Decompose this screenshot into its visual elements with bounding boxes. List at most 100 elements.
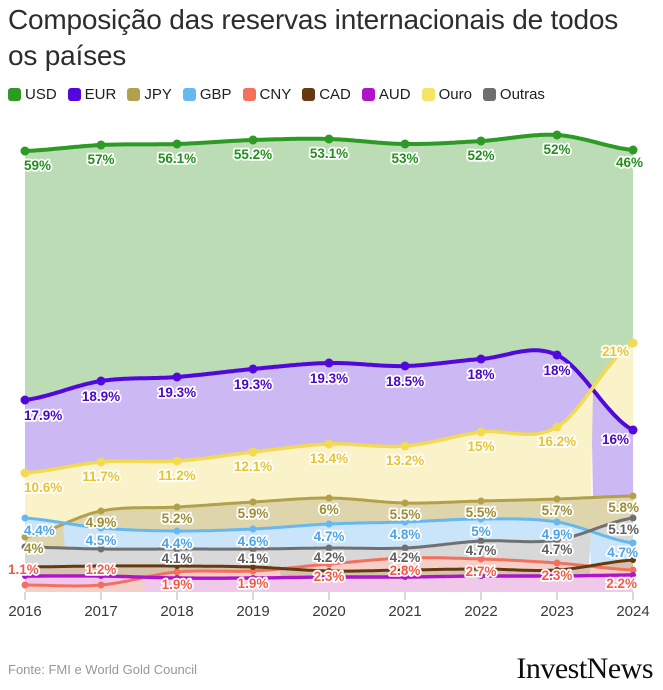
x-axis-label-2020: 2020 xyxy=(312,603,345,620)
value-label-cny-2022: 2.7% xyxy=(466,564,497,579)
point-jpy-2016 xyxy=(21,533,29,541)
point-jpy-2024 xyxy=(629,492,637,500)
point-gbp-2018 xyxy=(173,527,181,535)
point-outras-2022 xyxy=(477,537,485,545)
value-label-outras-2019: 4.1% xyxy=(238,551,269,566)
value-label-gbp-2023: 4.9% xyxy=(542,527,573,542)
value-label-usd-2022: 52% xyxy=(467,148,494,163)
value-label-usd-2020: 53.1% xyxy=(310,146,348,161)
legend-swatch-eur xyxy=(67,88,81,101)
value-label-jpy-2016: 4% xyxy=(24,541,44,556)
value-label-eur-2016: 17.9% xyxy=(24,408,62,423)
legend-item-aud: AUD xyxy=(361,86,411,103)
point-eur-2021 xyxy=(400,361,410,371)
value-label-gbp-2019: 4.6% xyxy=(238,534,269,549)
x-axis-label-2023: 2023 xyxy=(540,603,573,620)
point-outras-2024 xyxy=(629,514,637,522)
value-label-ouro-2018: 11.2% xyxy=(158,468,196,483)
point-gbp-2016 xyxy=(21,514,29,522)
x-axis-label-2017: 2017 xyxy=(84,603,117,620)
point-aud-2022 xyxy=(478,573,484,579)
value-label-usd-2019: 55.2% xyxy=(234,147,272,162)
point-outras-2020 xyxy=(325,544,333,552)
legend-swatch-cad xyxy=(302,88,316,101)
point-aud-2020 xyxy=(326,574,332,580)
point-cad-2022 xyxy=(478,566,484,572)
area-usd xyxy=(25,134,633,401)
value-label-cny-2023: 2.3% xyxy=(542,568,573,583)
value-label-gbp-2021: 4.8% xyxy=(390,527,421,542)
point-cny-2017 xyxy=(97,581,105,589)
value-label-gbp-2016: 4.4% xyxy=(24,523,55,538)
point-gbp-2021 xyxy=(401,518,409,526)
value-label-gbp-2020: 4.7% xyxy=(314,529,345,544)
point-cad-2023 xyxy=(554,567,560,573)
legend-swatch-usd xyxy=(8,88,21,101)
value-label-ouro-2022: 15% xyxy=(467,439,494,454)
value-label-cny-2019: 1.9% xyxy=(238,576,269,591)
point-eur-2022 xyxy=(476,354,486,364)
point-cny-2024 xyxy=(629,566,637,574)
value-label-outras-2023: 4.7% xyxy=(542,542,573,557)
point-usd-2017 xyxy=(96,140,106,150)
point-cny-2023 xyxy=(553,559,561,567)
point-cad-2020 xyxy=(326,568,332,574)
value-label-outras-2020: 4.2% xyxy=(314,550,345,565)
point-usd-2024 xyxy=(628,145,638,155)
value-label-jpy-2023: 5.7% xyxy=(542,503,573,518)
point-outras-2021 xyxy=(401,544,409,552)
point-aud-2024 xyxy=(630,572,636,578)
legend-label-usd: USD xyxy=(25,86,57,103)
point-outras-2017 xyxy=(97,545,105,553)
point-cad-2024 xyxy=(630,557,636,563)
value-label-cny-2021: 2.8% xyxy=(390,563,421,578)
point-eur-2017 xyxy=(96,376,106,386)
value-label-cny-2016: 1.1% xyxy=(8,562,39,577)
legend-item-usd: USD xyxy=(8,86,57,103)
point-jpy-2019 xyxy=(249,498,257,506)
point-eur-2018 xyxy=(172,372,182,382)
value-label-ouro-2019: 12.1% xyxy=(234,459,272,474)
legend-item-gbp: GBP xyxy=(182,86,232,103)
value-label-ouro-2024: 21% xyxy=(602,344,629,359)
value-label-jpy-2019: 5.9% xyxy=(238,506,269,521)
point-eur-2023 xyxy=(552,350,562,360)
legend-label-jpy: JPY xyxy=(144,86,172,103)
point-outras-2023 xyxy=(553,536,561,544)
legend-swatch-jpy xyxy=(127,88,141,101)
value-label-gbp-2022: 5% xyxy=(471,524,491,539)
point-eur-2020 xyxy=(324,358,334,368)
value-label-ouro-2021: 13.2% xyxy=(386,453,424,468)
point-ouro-2018 xyxy=(172,456,182,466)
legend-item-eur: EUR xyxy=(67,86,116,103)
point-eur-2016 xyxy=(20,395,30,405)
value-label-outras-2021: 4.2% xyxy=(390,550,421,565)
value-label-usd-2024: 46% xyxy=(616,155,643,170)
value-label-jpy-2020: 6% xyxy=(319,502,339,517)
value-label-usd-2021: 53% xyxy=(391,151,418,166)
point-gbp-2020 xyxy=(325,520,333,528)
point-usd-2021 xyxy=(400,139,410,149)
point-ouro-2024 xyxy=(628,338,638,348)
point-cad-2018 xyxy=(174,563,180,569)
legend-swatch-outras xyxy=(482,88,496,101)
point-aud-2023 xyxy=(554,573,560,579)
value-label-jpy-2024: 5.8% xyxy=(608,500,639,515)
x-axis-label-2019: 2019 xyxy=(236,603,269,620)
value-label-usd-2017: 57% xyxy=(87,152,114,167)
value-label-outras-2018: 4.1% xyxy=(162,551,193,566)
value-label-gbp-2018: 4.4% xyxy=(162,536,193,551)
point-aud-2016 xyxy=(22,573,28,579)
point-gbp-2023 xyxy=(553,518,561,526)
value-label-jpy-2018: 5.2% xyxy=(162,511,193,526)
point-eur-2019 xyxy=(248,364,258,374)
point-aud-2018 xyxy=(174,575,180,581)
value-label-eur-2022: 18% xyxy=(467,367,494,382)
point-usd-2022 xyxy=(476,136,486,146)
point-cad-2021 xyxy=(402,567,408,573)
x-axis-label-2016: 2016 xyxy=(8,603,41,620)
point-cny-2018 xyxy=(173,568,181,576)
point-aud-2017 xyxy=(98,573,104,579)
point-usd-2016 xyxy=(20,146,30,156)
